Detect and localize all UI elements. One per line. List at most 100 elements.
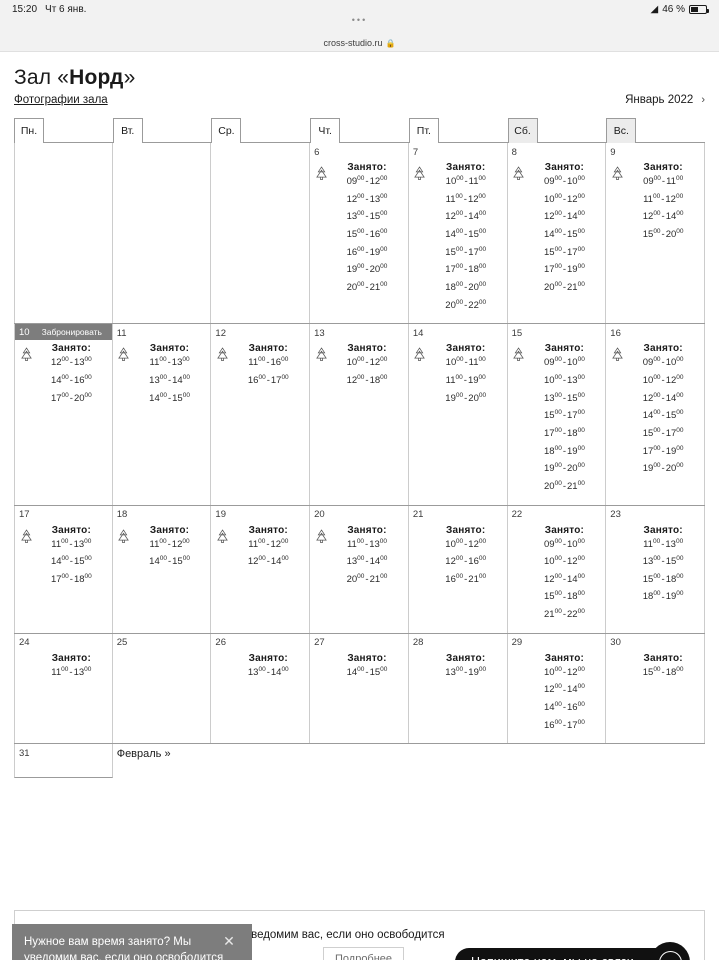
busy-time-slot: 2000-2100 [346,280,388,294]
chat-invite-pill[interactable]: Напишите нам, мы на связи [455,948,674,960]
address-bar[interactable]: cross-studio.ru 🔒 [0,35,719,52]
busy-slot-list: Занято: 1100-1300 1400-1500 1700-1800 [37,525,112,592]
day-body: Занято: 1300-1400 [211,650,309,685]
christmas-tree-icon [611,347,623,362]
busy-time-slot: 1300-1400 [149,373,190,387]
holiday-marker [211,525,233,574]
busy-time-slot: 1000-1300 [544,373,585,387]
calendar-day-cell-12[interactable]: 12 Занято: 1100-1600 1600-1700 [211,324,311,505]
calendar-day-cell-31[interactable]: 31 [14,744,113,779]
calendar-day-cell-21[interactable]: 21 Занято: 1000-1200 1200-1600 1600-2100 [408,505,508,633]
day-body: Занято: 1000-1100 1100-1200 1200-1400 1400-1… [409,159,507,317]
calendar-day-cell-29[interactable]: 29 Занято: 1000-1200 1200-1400 1400-1600 1600… [507,633,607,744]
day-body: Занято: 0900-1000 1000-1200 1200-1400 1500-1… [508,522,606,627]
chat-bubble-button[interactable]: ⋯ [650,942,690,960]
calendar-day-cell-7[interactable]: 7 Занято: 1000-1100 1100-1200 1200-1400 1400-… [408,143,508,324]
day-body: Занято: 1100-1300 [15,650,112,685]
holiday-marker [409,162,431,317]
calendar-day-cell-9[interactable]: 9 Занято: 0900-1100 1100-1200 1200-1400 1500-… [606,143,705,324]
busy-time-slot: 1100-1900 [445,373,486,387]
christmas-tree-icon [118,347,130,362]
busy-time-slot: 1700-1800 [544,426,585,440]
calendar-day-cell-18[interactable]: 18 Занято: 1100-1200 1400-1500 [112,505,212,633]
busy-slot-list: Занято: 1300-1400 [233,653,309,685]
christmas-tree-icon [217,528,228,543]
busy-time-slot: 1600-1900 [346,245,388,258]
day-number-row: 29 [508,634,606,650]
calendar-day-cell-6[interactable]: 6 Занято: 0900-1200 1200-1300 1300-1500 1500-… [310,143,409,324]
day-body: Занято: 0900-1200 1200-1300 1300-1500 1500-1… [310,159,408,300]
hall-photos-link[interactable]: Фотографии зала [14,94,108,106]
book-button-label[interactable]: Забронировать [41,327,102,338]
day-body: Занято: 0900-1000 1000-1200 1200-1400 1400-1… [606,340,704,481]
busy-time-slot: 1100-1300 [346,537,388,550]
book-day-bar[interactable]: 10 Забронировать [15,324,112,341]
calendar-day-cell-30[interactable]: 30 Занято: 1500-1800 [606,633,705,744]
busy-time-slot: 0900-1000 [544,537,585,550]
busy-time-slot: 0900-1100 [643,175,684,188]
calendar-day-cell-20[interactable]: 20 Занято: 1100-1300 1300-1400 2000-2100 [310,505,409,633]
busy-time-slot: 1400-1500 [544,227,585,241]
calendar-day-cell-13[interactable]: 13 Занято: 1000-1200 1200-1800 [310,324,409,505]
day-number-row: 19 [211,506,309,522]
day-number: 25 [116,637,128,649]
calendar-day-cell-25[interactable]: 25 [112,633,212,744]
busy-time-slot: 1100-1300 [51,537,92,550]
busy-time-slot: 1100-1200 [149,537,190,550]
calendar-day-cell-24[interactable]: 24 Занято: 1100-1300 [14,633,113,744]
calendar-day-cell-19[interactable]: 19 Занято: 1100-1200 1200-1400 [211,505,311,633]
day-number: 27 [314,637,325,649]
holiday-marker [310,162,332,300]
busy-time-slot: 1000-1200 [544,555,585,568]
day-number: 8 [511,146,517,158]
busy-time-slot: 1500-1800 [544,590,585,603]
busy-time-slot: 1400-1500 [445,227,487,241]
calendar-day-cell-11[interactable]: 11 Занято: 1100-1300 1300-1400 1400-1500 [112,324,212,505]
busy-label: Занято: [544,162,585,173]
calendar-day-cell-22[interactable]: 22 Занято: 0900-1000 1000-1200 1200-1400 1500… [507,505,607,633]
busy-time-slot: 1300-1400 [346,555,388,568]
day-number: 29 [511,637,523,649]
weekday-header-6: Вс. [606,118,637,143]
calendar-cell-empty [507,744,607,779]
calendar-day-cell-23[interactable]: 23 Занято: 1100-1300 1300-1500 1500-1800 1800… [606,505,705,633]
chevron-right-icon[interactable]: › [701,94,705,106]
browser-menu-dots[interactable]: ••• [351,15,368,25]
busy-slot-list: Занято: 1500-1800 [628,653,704,685]
calendar-day-cell-26[interactable]: 26 Занято: 1300-1400 [211,633,311,744]
christmas-tree-icon [315,528,327,543]
calendar-day-cell-17[interactable]: 17 Занято: 1100-1300 1400-1500 1700-1800 [14,505,113,633]
day-body: Занято: 1000-1200 1200-1800 [310,340,408,392]
holiday-marker [606,162,628,247]
busy-time-slot: 1000-1100 [445,356,486,369]
day-number-row: 25 [113,634,211,650]
calendar-day-cell-27[interactable]: 27 Занято: 1400-1500 [310,633,409,744]
day-number-row: 11 [113,324,211,340]
calendar-day-cell-14[interactable]: 14 Занято: 1000-1100 1100-1900 1900-2000 [408,324,508,505]
busy-time-slot: 1600-1700 [544,718,585,731]
calendar-cell-empty [112,143,212,324]
day-number: 14 [412,327,424,339]
christmas-tree-icon [513,347,524,362]
next-month-link[interactable]: Февраль » [116,748,171,761]
christmas-tree-icon [513,166,524,180]
calendar-day-cell-16[interactable]: 16 Занято: 0900-1000 1000-1200 1200-1400 1400… [606,324,705,505]
lock-icon: 🔒 [385,38,396,48]
busy-time-slot: 1400-1500 [149,391,190,404]
calendar-day-cell-28[interactable]: 28 Занято: 1300-1900 [408,633,508,744]
holiday-marker [409,525,431,592]
notice-card-details-button[interactable]: Подробнее [323,947,405,960]
busy-time-slot: 1100-1300 [51,665,92,678]
calendar-day-cell-10[interactable]: 10 Забронировать Занято: 1200-1300 1400-1600… [14,324,113,505]
busy-slot-list: Занято: 1100-1300 1300-1400 1400-1500 [135,343,211,410]
calendar-day-cell-15[interactable]: 15 Занято: 0900-1000 1000-1300 1300-1500 1500… [507,324,607,505]
calendar-day-cell-8[interactable]: 8 Занято: 0900-1000 1000-1200 1200-1400 1400-… [507,143,607,324]
calendar-cell-empty [14,143,113,324]
status-date: Чт 6 янв. [45,4,87,15]
busy-slot-list: Занято: 1200-1300 1400-1600 1700-2000 [37,343,112,410]
month-navigation[interactable]: Январь 2022 › [625,94,705,106]
day-number-row: 27 [310,634,408,650]
busy-label: Занято: [544,524,585,536]
close-icon[interactable]: ✕ [223,933,235,949]
busy-time-slot: 1700-1900 [544,263,585,276]
